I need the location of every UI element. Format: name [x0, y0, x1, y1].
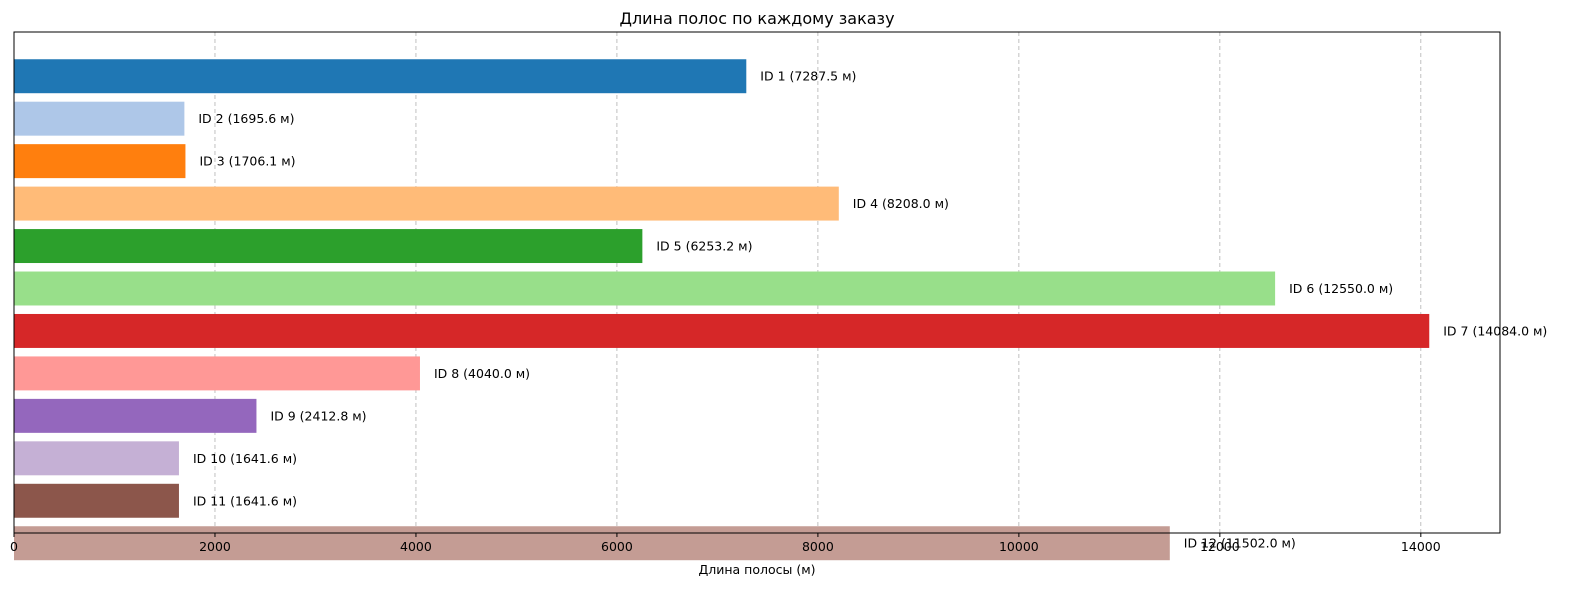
x-tick-label: 14000	[1401, 539, 1441, 554]
x-tick-label: 6000	[601, 539, 633, 554]
bar-labels: ID 1 (7287.5 м) ID 2 (1695.6 м) ID 3 (1706…	[193, 69, 1547, 551]
x-axis-label: Длина полосы (м)	[698, 562, 815, 577]
x-tick-label: 8000	[802, 539, 834, 554]
bar-id-10	[14, 441, 179, 476]
x-axis-ticks: 0 2000 4000 6000 8000 10000 12000 14000	[10, 533, 1441, 554]
bar-id-11	[14, 483, 179, 518]
bar-id-9	[14, 398, 257, 433]
bar-value-label: ID 1 (7287.5 м)	[760, 69, 856, 84]
bar-id-2	[14, 101, 185, 136]
bar-value-label: ID 7 (14084.0 м)	[1443, 323, 1547, 338]
bar-id-1	[14, 59, 747, 94]
bar-id-12	[14, 526, 1170, 561]
chart-title: Длина полос по каждому заказу	[619, 9, 894, 28]
bars	[14, 59, 1430, 561]
bar-value-label: ID 10 (1641.6 м)	[193, 451, 297, 466]
bar-id-6	[14, 271, 1276, 306]
x-tick-label: 12000	[1200, 539, 1240, 554]
bar-value-label: ID 4 (8208.0 м)	[853, 196, 949, 211]
bar-value-label: ID 8 (4040.0 м)	[434, 366, 530, 381]
x-tick-label: 4000	[400, 539, 432, 554]
bar-value-label: ID 3 (1706.1 м)	[199, 154, 295, 169]
bar-value-label: ID 11 (1641.6 м)	[193, 493, 297, 508]
bar-value-label: ID 9 (2412.8 м)	[270, 408, 366, 423]
bar-id-5	[14, 229, 643, 264]
bar-id-3	[14, 144, 186, 179]
bar-id-4	[14, 186, 839, 221]
bar-value-label: ID 2 (1695.6 м)	[198, 111, 294, 126]
bar-id-7	[14, 313, 1430, 348]
bar-value-label: ID 12 (11502.0 м)	[1184, 536, 1296, 551]
x-tick-label: 10000	[999, 539, 1039, 554]
bar-value-label: ID 6 (12550.0 м)	[1289, 281, 1393, 296]
x-tick-label: 0	[10, 539, 18, 554]
plot-frame	[13, 31, 1501, 534]
bar-value-label: ID 5 (6253.2 м)	[656, 239, 752, 254]
x-tick-label: 2000	[199, 539, 231, 554]
bar-id-8	[14, 356, 420, 391]
